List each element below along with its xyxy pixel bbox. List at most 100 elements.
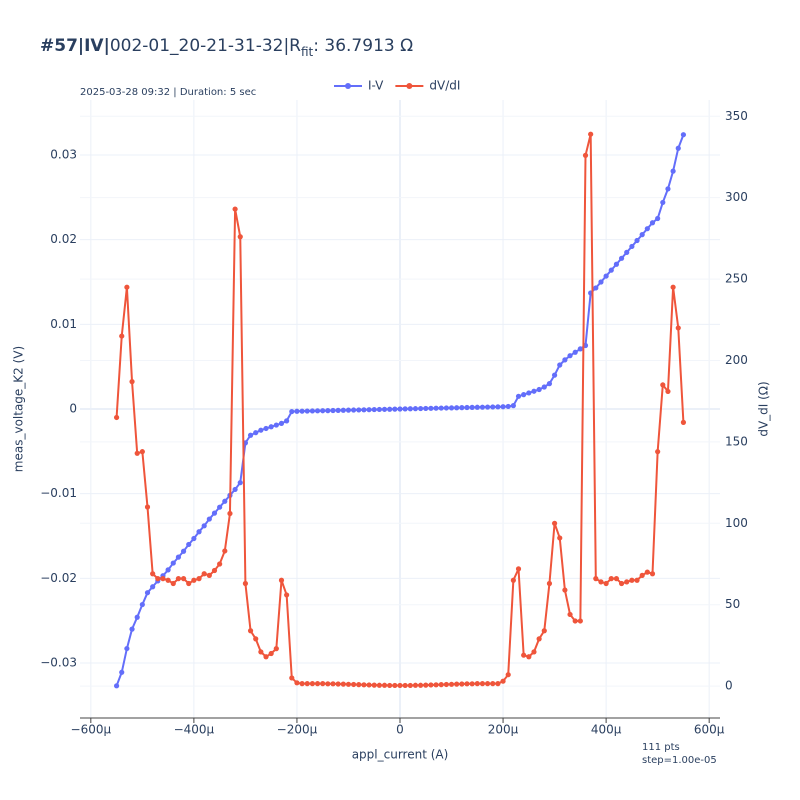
marker [304, 681, 310, 687]
marker [351, 681, 357, 688]
marker [227, 510, 233, 517]
marker [624, 249, 630, 255]
marker [536, 386, 542, 393]
marker [655, 215, 661, 222]
marker [186, 541, 192, 548]
marker [273, 422, 279, 428]
x-axis-title: appl_current (A) [352, 748, 449, 762]
marker [598, 279, 604, 285]
marker [474, 404, 480, 410]
marker [144, 590, 151, 596]
marker [531, 388, 537, 394]
marker [392, 682, 398, 689]
marker [139, 601, 145, 608]
marker [381, 682, 388, 688]
marker [129, 626, 135, 632]
marker [598, 579, 604, 585]
marker [320, 408, 326, 414]
marker [418, 682, 424, 688]
marker [134, 614, 140, 620]
marker [536, 636, 542, 642]
y-tick-label: −0.01 [40, 486, 77, 500]
marker [423, 682, 429, 688]
marker [247, 432, 254, 438]
title-tail: : 36.7913 Ω [313, 36, 413, 56]
marker [325, 408, 331, 414]
marker [340, 681, 346, 687]
marker [335, 407, 341, 413]
marker [268, 424, 274, 430]
marker [191, 535, 197, 542]
marker [129, 379, 135, 385]
marker [438, 405, 444, 411]
marker [397, 406, 403, 412]
marker [582, 152, 589, 158]
legend-marker [345, 83, 351, 89]
y-tick-label: −0.02 [40, 571, 77, 585]
marker [150, 584, 156, 590]
marker [670, 168, 676, 174]
marker [521, 652, 527, 658]
title-sub: fit [301, 45, 314, 59]
y2-tick-label: 50 [725, 597, 740, 611]
y-axis-title: meas_voltage_K2 (V) [12, 346, 26, 472]
marker [345, 407, 352, 413]
marker [289, 675, 295, 681]
marker [541, 628, 547, 634]
marker [479, 681, 486, 687]
marker [469, 681, 475, 687]
marker [320, 681, 326, 687]
marker [495, 404, 501, 410]
legend-label: I-V [368, 79, 384, 93]
marker [217, 504, 223, 510]
marker [392, 406, 398, 412]
x-tick-label: −400µ [174, 723, 215, 737]
marker [428, 682, 434, 688]
marker [551, 372, 558, 378]
y-tick-label: 0.02 [50, 232, 77, 246]
y2-tick-label: 150 [725, 434, 748, 448]
y2-tick-label: 300 [725, 190, 748, 204]
marker [237, 234, 243, 240]
marker [330, 407, 336, 414]
marker [170, 580, 176, 587]
marker [402, 406, 408, 412]
marker [433, 682, 439, 688]
marker [526, 654, 532, 660]
y2-tick-label: 100 [725, 516, 748, 530]
marker [675, 325, 681, 331]
marker [428, 405, 434, 411]
marker [299, 408, 305, 414]
legend-item: I-V [334, 79, 384, 93]
marker [644, 569, 650, 575]
marker [325, 681, 331, 687]
marker [613, 576, 620, 582]
marker [531, 649, 537, 655]
marker [217, 561, 223, 567]
marker [175, 576, 182, 582]
marker [150, 571, 156, 577]
marker [232, 486, 238, 493]
marker [603, 580, 609, 587]
marker [474, 681, 480, 687]
marker [335, 681, 341, 687]
marker [186, 580, 192, 587]
marker [309, 408, 315, 414]
marker [490, 681, 496, 687]
marker [510, 577, 516, 583]
marker [144, 504, 151, 510]
marker [448, 405, 455, 411]
marker [273, 646, 279, 652]
legend-label: dV/dI [429, 79, 460, 93]
marker [567, 611, 573, 618]
y-tick-label: 0.01 [50, 317, 77, 331]
marker [206, 572, 212, 578]
y2-tick-label: 250 [725, 272, 748, 286]
marker [397, 682, 403, 689]
marker [361, 682, 367, 688]
x-tick-label: 0 [396, 723, 404, 737]
marker [356, 682, 362, 688]
marker [649, 571, 656, 577]
marker [680, 132, 687, 138]
